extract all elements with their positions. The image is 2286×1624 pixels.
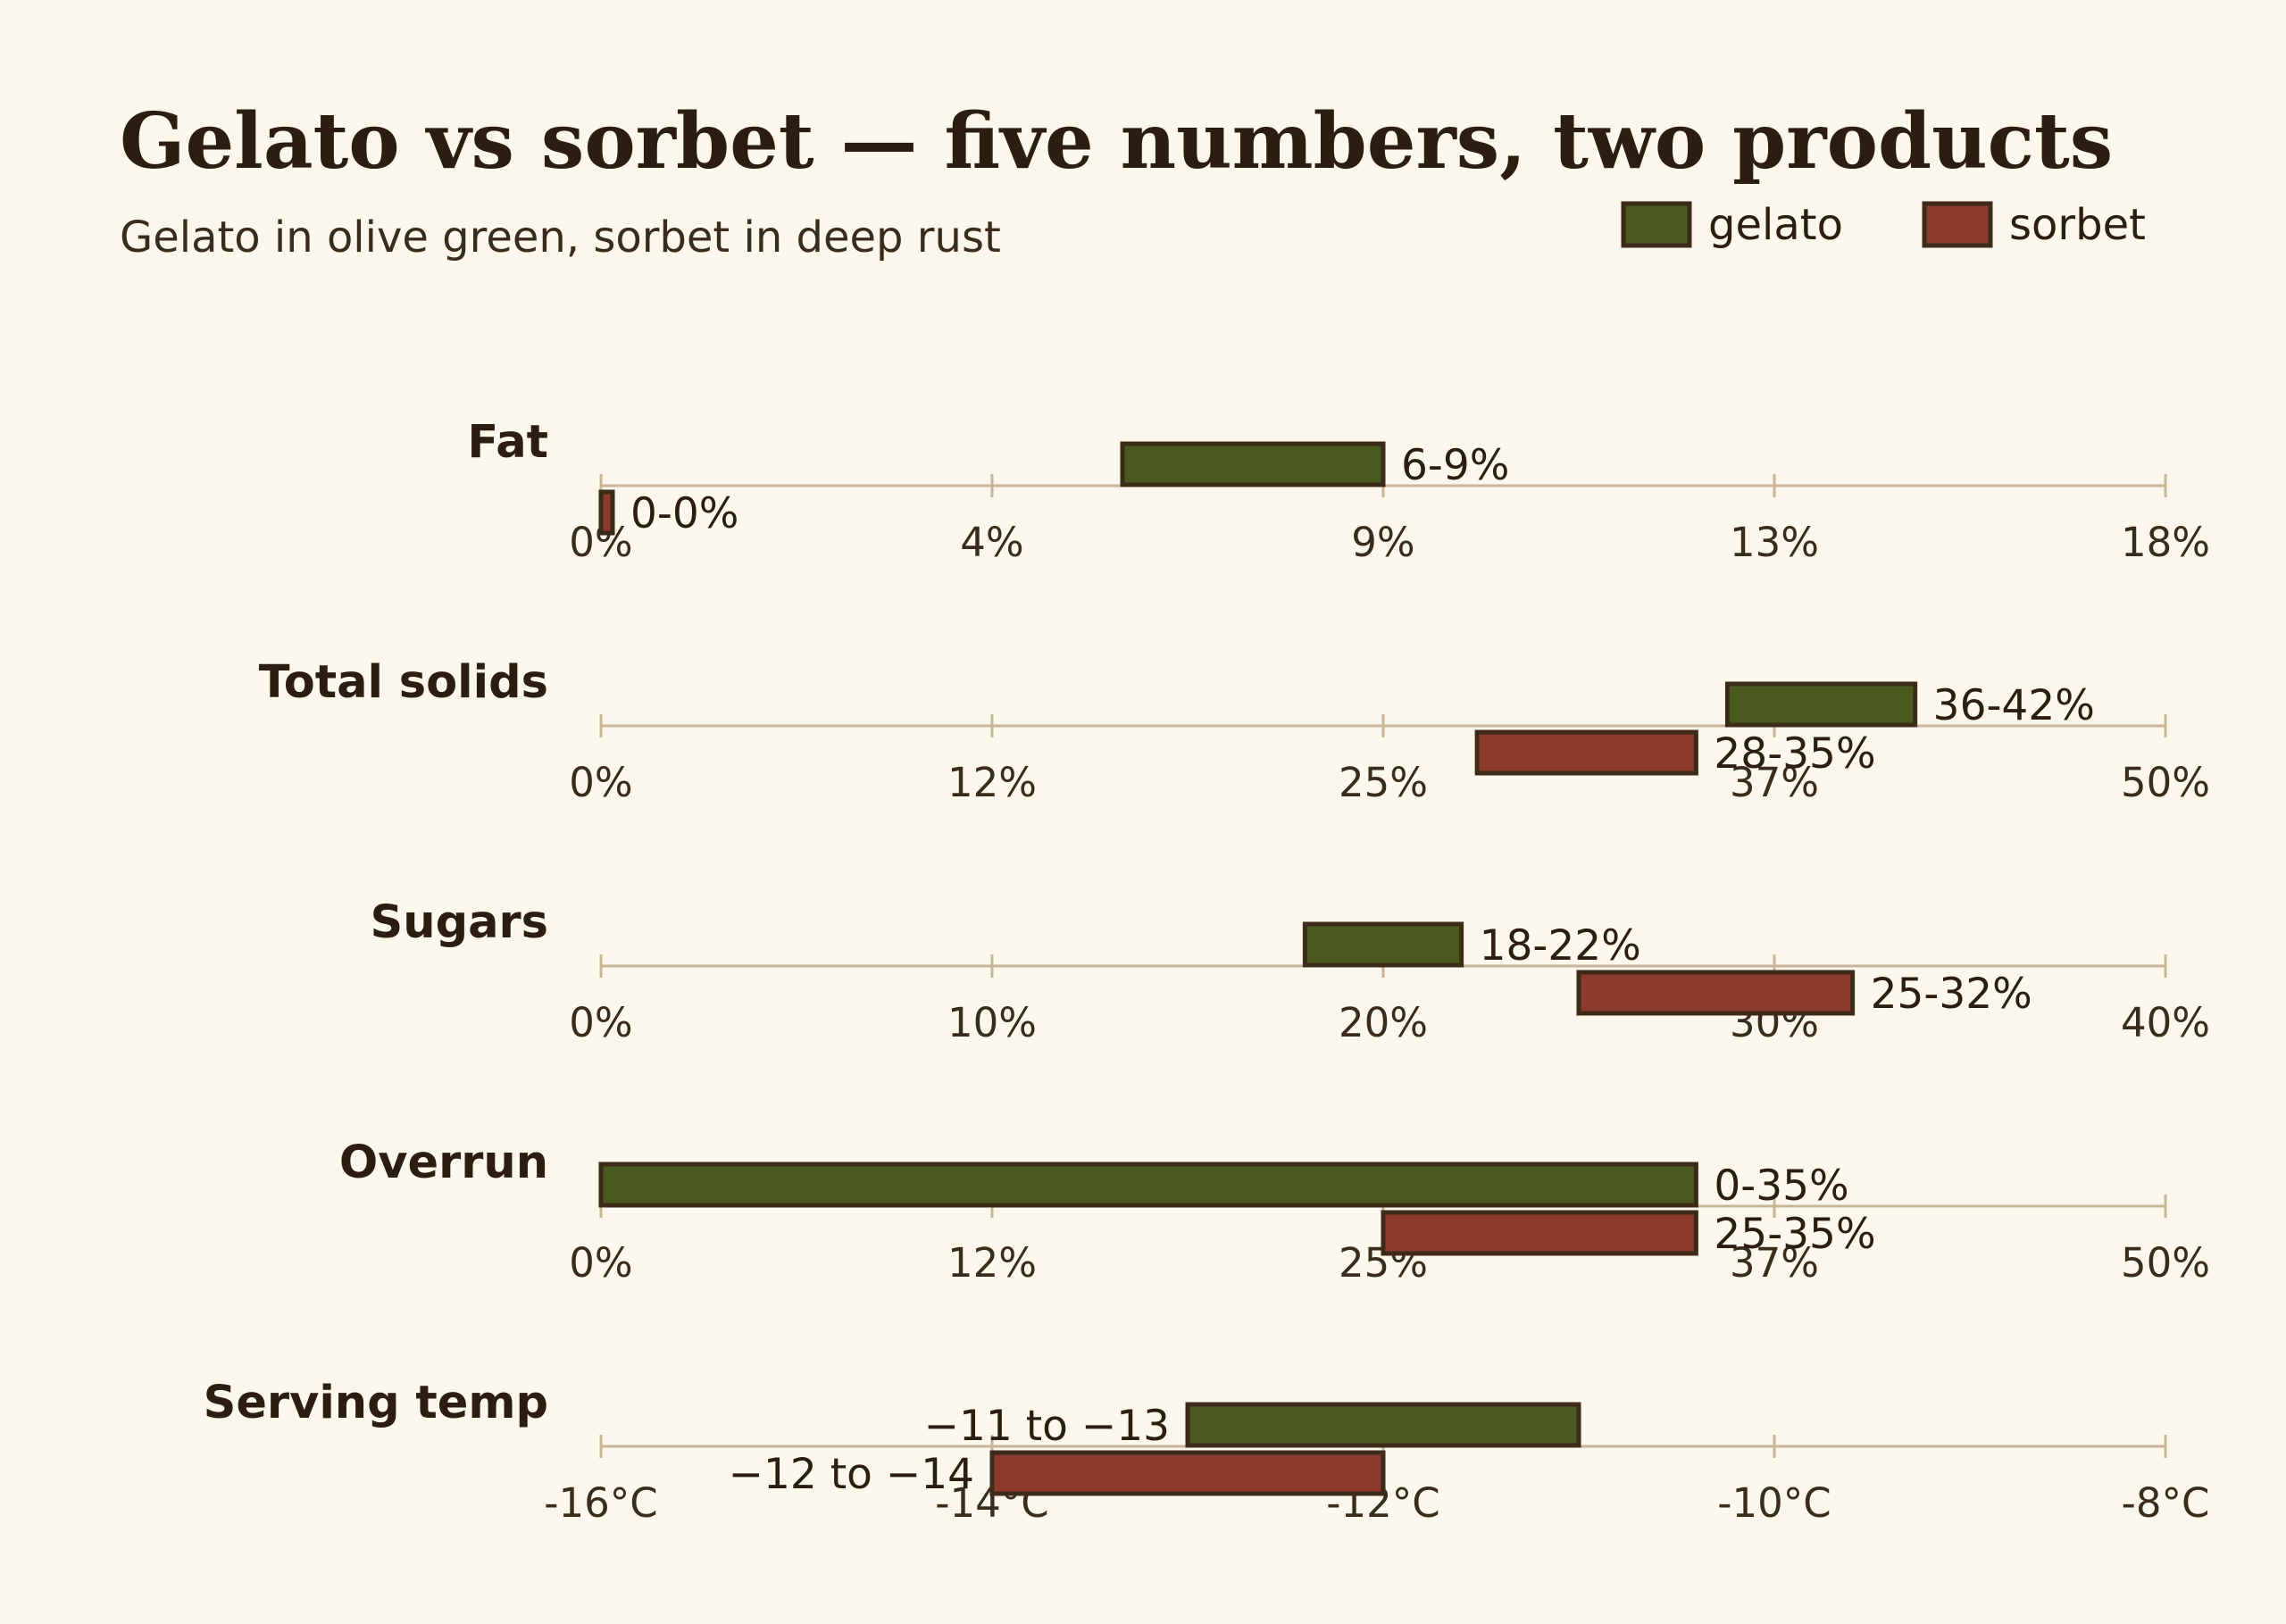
sorbet-bar <box>1576 970 1856 1016</box>
gelato-bar <box>1185 1402 1581 1448</box>
row-label: Sugars <box>371 896 548 949</box>
gelato-value-label: 36-42% <box>1933 681 2095 730</box>
tick-label: 9% <box>1351 519 1414 566</box>
row-label: Serving temp <box>204 1377 548 1429</box>
tick-label: 20% <box>1339 999 1428 1046</box>
chart-subtitle: Gelato in olive green, sorbet in deep ru… <box>120 212 1001 262</box>
gelato-value-label: 18-22% <box>1480 921 1641 970</box>
tick-label: 4% <box>960 519 1023 566</box>
sorbet-bar <box>598 489 615 536</box>
tick-label: -8°C <box>2122 1479 2210 1527</box>
tick-label: 0% <box>569 999 632 1046</box>
row-serving-temp: Serving temp-16°C -14°C -12°C -10°C -8°C−11 … <box>204 1377 2210 1527</box>
legend-swatch-gelato <box>1621 201 1692 248</box>
tick-label: 0% <box>569 1239 632 1287</box>
tick-label: 12% <box>947 1239 1037 1287</box>
tick-label: -10°C <box>1717 1479 1831 1527</box>
sorbet-bar <box>1381 1210 1698 1256</box>
tick-label: 37% <box>1730 1239 1819 1287</box>
tick-label: 12% <box>947 759 1037 806</box>
gelato-bar <box>598 1162 1698 1208</box>
tick-label: 25% <box>1339 759 1428 806</box>
sorbet-value-label: 25-32% <box>1871 970 2032 1019</box>
tick-label: 40% <box>2121 999 2210 1046</box>
sorbet-value-label: −12 to −14 <box>729 1450 974 1499</box>
tick-label: 18% <box>2121 519 2210 566</box>
gelato-value-label: −11 to −13 <box>924 1402 1170 1451</box>
gelato-bar <box>1120 441 1386 487</box>
tick-label: 50% <box>2121 759 2210 806</box>
gelato-value-label: 0-35% <box>1714 1162 1848 1211</box>
tick-label: 37% <box>1730 759 1819 806</box>
legend-swatch-sorbet <box>1922 201 1993 248</box>
sorbet-bar <box>1474 729 1698 776</box>
tick-label: -16°C <box>544 1479 657 1527</box>
legend-label-sorbet: sorbet <box>2009 200 2146 250</box>
legend-label-gelato: gelato <box>1708 200 1843 250</box>
sorbet-value-label: 25-35% <box>1714 1210 1875 1259</box>
gelato-value-label: 6-9% <box>1401 441 1509 490</box>
tick-label: 0% <box>569 759 632 806</box>
gelato-bar <box>1724 681 1918 728</box>
sorbet-value-label: 0-0% <box>630 489 738 538</box>
chart-title: Gelato vs sorbet — five numbers, two pro… <box>120 96 2113 187</box>
legend: gelato sorbet <box>1621 200 2146 250</box>
row-total-solids: Total solids 0% 12% 25% 37% 50% 36-42% 28-35% <box>259 656 2210 806</box>
chart-rows: Fat 0% 4% 9% 13% 18% 6-9% 0-0% Total solids 0% 12%… <box>204 416 2210 1527</box>
row-label: Total solids <box>259 656 548 709</box>
tick-label: 13% <box>1730 519 1819 566</box>
row-label: Overrun <box>339 1137 548 1189</box>
tick-label: 10% <box>947 999 1037 1046</box>
row-label: Fat <box>467 416 548 469</box>
sorbet-value-label: 28-35% <box>1714 729 1875 779</box>
tick-label: 50% <box>2121 1239 2210 1287</box>
sorbet-bar <box>989 1450 1386 1496</box>
gelato-bar <box>1302 921 1464 968</box>
